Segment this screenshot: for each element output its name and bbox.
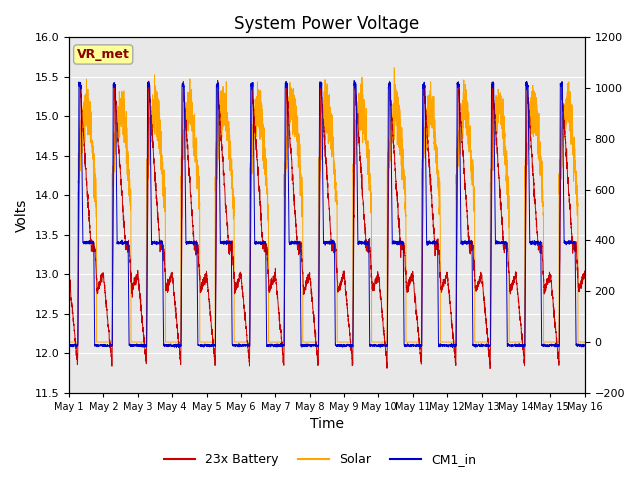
- X-axis label: Time: Time: [310, 418, 344, 432]
- Title: System Power Voltage: System Power Voltage: [234, 15, 420, 33]
- Text: VR_met: VR_met: [77, 48, 130, 61]
- Y-axis label: Volts: Volts: [15, 198, 29, 232]
- Legend: 23x Battery, Solar, CM1_in: 23x Battery, Solar, CM1_in: [159, 448, 481, 471]
